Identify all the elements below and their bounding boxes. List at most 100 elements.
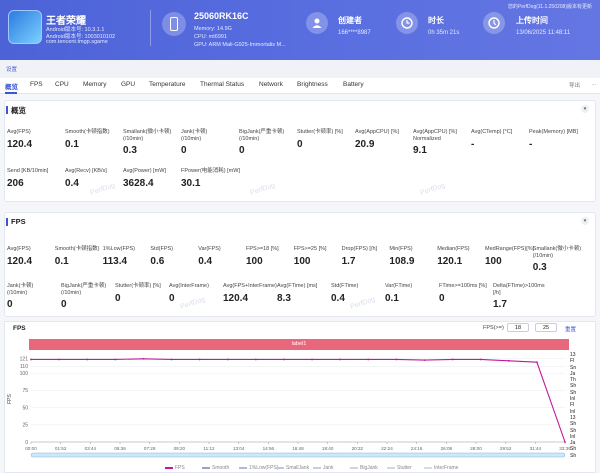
x-tick-label: 16:48	[292, 446, 304, 451]
metric-value: 0.3	[123, 145, 137, 156]
tab-gpu[interactable]: GPU	[121, 81, 136, 88]
time-range-handle	[30, 452, 566, 458]
metric-value: 9.1	[413, 145, 427, 156]
metric-value: 0.1	[385, 292, 399, 304]
metric-label: FPower(电能消耗) [mW]	[181, 168, 240, 174]
x-tick-label: 13:04	[233, 446, 245, 451]
label-bar[interactable]: label1	[29, 339, 569, 350]
metric-value: 0.4	[331, 292, 345, 304]
overview-collapse-button[interactable]: ▾	[581, 105, 589, 113]
legend-item[interactable]: FPS	[165, 465, 185, 471]
legend-item[interactable]: 1%Low(FPS)	[239, 465, 278, 471]
x-tick-label: 01:52	[55, 446, 67, 451]
metric-value: 100	[293, 255, 311, 267]
fps-threshold-label: FPS(>=)	[483, 325, 504, 331]
x-tick-label: 07:28	[144, 446, 156, 451]
metric-value: 206	[7, 177, 24, 189]
metric-value: 0	[115, 292, 121, 304]
metric-label: Avg(Recv) [KB/s]	[65, 168, 107, 174]
chart-title: FPS	[13, 325, 26, 332]
metric-item: Min(FPS) 108.9	[389, 246, 449, 267]
tab-memory[interactable]: Memory	[83, 81, 107, 88]
tab-thermal-status[interactable]: Thermal Status	[200, 81, 245, 88]
metric-value: -	[529, 138, 533, 150]
fps-data-point	[254, 358, 257, 361]
clock-icon	[396, 12, 418, 34]
tab-battery[interactable]: Battery	[343, 81, 364, 88]
tab-fps[interactable]: FPS	[30, 81, 43, 88]
settings-link[interactable]: 设置	[6, 67, 18, 73]
fps-data-point	[226, 358, 229, 361]
fps-collapse-button[interactable]: ▾	[581, 217, 589, 225]
metric-value: 0.1	[54, 255, 69, 267]
metric-value: 0.1	[65, 138, 79, 150]
fps-threshold-max-input[interactable]: 25	[535, 323, 557, 332]
legend-item[interactable]: Stutter	[387, 465, 412, 471]
side-list-item: Sh	[570, 389, 577, 396]
metric-value: 0	[169, 292, 175, 304]
side-list-item: Inl	[570, 433, 576, 440]
tab-network[interactable]: Network	[259, 81, 283, 88]
metric-label: Jank(卡顿) (/10min)	[7, 283, 34, 296]
side-list-item: Sh	[570, 427, 577, 434]
legend-item[interactable]: Jank	[313, 465, 334, 471]
fps-data-point	[395, 358, 398, 361]
legend-item[interactable]: Smooth	[202, 465, 229, 471]
fps-threshold-min-input[interactable]: 18	[507, 323, 529, 332]
metric-item: Avg(FPS) 120.4	[7, 129, 67, 150]
duration-value: 0h 35m 21s	[428, 30, 460, 36]
metric-label: Send [KB/10min]	[7, 168, 49, 174]
metric-label: Var(FTime)	[385, 283, 413, 289]
legend-item[interactable]: SmallJank	[276, 465, 309, 471]
fps-data-point	[479, 358, 482, 361]
report-header: 王者荣耀 Android版本号: 10.3.1.1 Android版本号: 10…	[0, 0, 600, 60]
metric-value: 120.4	[7, 255, 33, 267]
y-tick-label: 110	[20, 364, 28, 370]
legend-label: Smooth	[212, 465, 230, 471]
x-tick-label: 33:36	[559, 446, 571, 451]
metric-label: FPS>=25 [%]	[293, 246, 327, 252]
device-memory: Memory: 14.9G	[194, 26, 232, 32]
export-button[interactable]: 导出	[568, 83, 580, 89]
metric-value: 1.7	[341, 255, 356, 267]
metric-label: Stutter(卡顿率) [%]	[115, 283, 161, 289]
update-notice[interactable]: 您的PerfDog(11.1.250208)版本有更新	[507, 4, 592, 10]
metric-value: 0.6	[150, 255, 165, 267]
more-button[interactable]: ...	[591, 81, 596, 87]
tab-temperature[interactable]: Temperature	[149, 81, 186, 88]
metric-item: Drop(FPS) [/h] 1.7	[342, 246, 402, 267]
metric-item: Stutter(卡顿率) [%] 0	[115, 283, 175, 304]
metric-item: Jank(卡顿) (/10min) 0	[7, 283, 67, 310]
fps-data-point	[114, 358, 117, 361]
upload-label: 上传时间	[516, 16, 548, 25]
x-tick-label: 00:00	[25, 446, 37, 451]
metric-label: Smallank(微小卡顿) (/10min)	[532, 246, 582, 259]
metric-item: Jank(卡顿) (/10min) 0	[181, 129, 241, 156]
legend-label: Stutter	[397, 465, 412, 471]
legend-label: Jank	[323, 465, 334, 471]
package-name: com.tencent.tmgp.sgame	[46, 39, 108, 45]
fps-section: FPS ▾ Avg(FPS) 120.4 Smooth(卡顿指数) 0.1 1%Low(…	[4, 212, 596, 317]
metric-item: Send [KB/10min] 206	[7, 168, 67, 189]
metric-value: 108.9	[389, 255, 415, 267]
tab-brightness[interactable]: Brightness	[297, 81, 328, 88]
legend-item[interactable]: BigJank	[350, 465, 378, 471]
metric-label: Drop(FPS) [/h]	[341, 246, 378, 252]
metric-item: Avg(Power) [mW] 3628.4	[123, 168, 183, 189]
metric-label: Avg(FPS)	[7, 246, 31, 252]
reset-button[interactable]: 重置	[565, 327, 577, 333]
metric-value: 20.9	[355, 138, 375, 150]
tab-overview[interactable]: 概览	[5, 84, 18, 91]
creator-value: 166****8987	[338, 30, 371, 36]
side-list-item: Sh	[570, 383, 577, 390]
legend-swatch	[313, 466, 321, 469]
tab-cpu[interactable]: CPU	[55, 81, 69, 88]
legend-label: FPS	[175, 465, 185, 471]
legend-item[interactable]: InterFrame	[424, 465, 458, 471]
side-list-item: Sh	[570, 446, 577, 453]
side-list-item: FI	[570, 358, 575, 365]
metric-label: MedRange(FPS)[%]	[485, 246, 535, 252]
metric-label: Median(FPS)	[437, 246, 470, 252]
fps-title: FPS	[6, 217, 26, 226]
